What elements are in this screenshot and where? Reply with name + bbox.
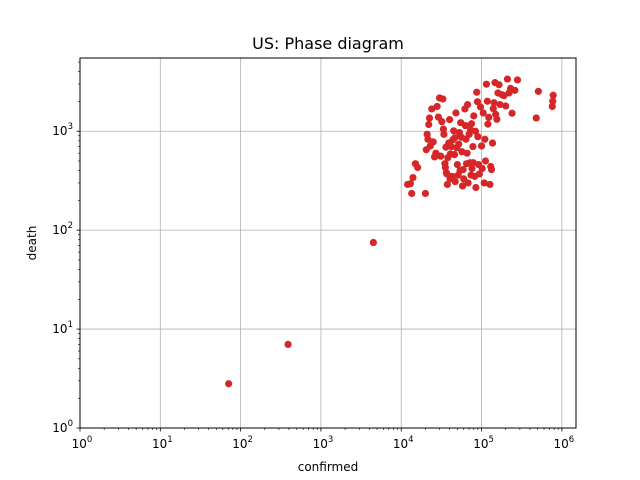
data-point xyxy=(473,98,482,106)
data-point xyxy=(284,340,292,349)
data-point xyxy=(473,88,481,96)
x-tick-label: 105 xyxy=(473,435,494,451)
data-point xyxy=(421,189,430,198)
data-point xyxy=(549,97,557,105)
data-point xyxy=(469,142,477,151)
data-point xyxy=(490,99,498,107)
data-point xyxy=(408,189,416,198)
data-point xyxy=(480,179,488,187)
x-tick-label: 106 xyxy=(554,435,575,451)
data-point xyxy=(474,133,482,141)
data-point xyxy=(485,113,493,122)
y-tick-label: 101 xyxy=(52,320,73,336)
y-axis-label: death xyxy=(25,226,39,261)
x-tick-label: 102 xyxy=(232,435,253,451)
data-point xyxy=(463,100,472,109)
data-point xyxy=(414,163,422,172)
tick-labels: 100 101 102 103 104 105 106 100 101 102 103 xyxy=(52,122,574,451)
data-point xyxy=(445,116,454,124)
data-point xyxy=(448,172,456,180)
data-point xyxy=(451,134,459,142)
data-point xyxy=(459,165,467,174)
x-tick-label: 100 xyxy=(72,435,93,451)
data-point xyxy=(472,183,480,192)
data-point xyxy=(438,118,446,126)
data-point xyxy=(452,109,460,117)
data-point xyxy=(453,160,461,169)
grid xyxy=(79,58,576,429)
scatter-points xyxy=(225,75,557,388)
data-point xyxy=(439,95,447,103)
data-point xyxy=(467,120,476,128)
x-tick-label: 104 xyxy=(393,435,414,451)
data-point xyxy=(450,151,459,159)
data-point xyxy=(447,142,455,151)
data-point xyxy=(481,157,490,165)
data-point xyxy=(429,138,437,146)
data-point xyxy=(493,115,501,123)
chart-title: US: Phase diagram xyxy=(252,34,404,53)
data-point xyxy=(369,238,377,247)
data-point xyxy=(439,125,448,133)
data-point xyxy=(468,164,476,173)
data-point xyxy=(476,103,485,111)
data-point xyxy=(503,75,512,83)
data-point xyxy=(513,76,522,84)
plot-frame xyxy=(79,57,577,429)
data-point xyxy=(477,142,486,150)
data-point xyxy=(464,179,472,187)
data-point xyxy=(225,380,233,388)
data-point xyxy=(455,140,463,148)
data-point xyxy=(471,127,480,135)
data-point xyxy=(443,180,451,189)
data-point xyxy=(534,87,542,95)
data-point xyxy=(458,182,467,190)
data-point xyxy=(484,120,492,128)
data-point xyxy=(450,127,458,135)
data-point xyxy=(489,105,497,113)
y-tick-label: 102 xyxy=(52,221,73,237)
data-point xyxy=(488,139,497,147)
data-point xyxy=(440,130,448,138)
data-point xyxy=(502,102,510,110)
data-point xyxy=(511,86,519,94)
data-point xyxy=(549,91,557,99)
data-point xyxy=(479,109,487,117)
data-point xyxy=(470,112,478,120)
x-tick-label: 103 xyxy=(313,435,334,451)
axis-ticks xyxy=(76,61,563,432)
data-point xyxy=(486,180,494,189)
y-tick-label: 103 xyxy=(52,122,73,138)
data-point xyxy=(428,105,436,113)
data-point xyxy=(461,122,470,130)
data-point xyxy=(508,109,516,117)
data-point xyxy=(532,114,540,122)
data-point xyxy=(496,100,504,109)
data-point xyxy=(425,120,433,129)
data-point xyxy=(481,135,489,143)
data-point xyxy=(475,170,483,178)
data-point xyxy=(409,173,417,182)
x-axis-label: confirmed xyxy=(298,460,359,474)
data-point xyxy=(495,81,503,89)
data-point xyxy=(478,164,486,173)
x-tick-label: 101 xyxy=(152,435,173,451)
data-point xyxy=(483,97,491,105)
data-point xyxy=(425,114,434,122)
data-point xyxy=(463,149,471,157)
data-point xyxy=(437,152,445,160)
data-point xyxy=(487,165,496,174)
data-point xyxy=(451,177,459,186)
data-point xyxy=(441,163,450,172)
data-point xyxy=(433,102,441,111)
data-point xyxy=(482,80,491,88)
data-point xyxy=(406,180,414,188)
y-tick-label: 100 xyxy=(52,419,73,435)
data-point xyxy=(548,102,556,111)
